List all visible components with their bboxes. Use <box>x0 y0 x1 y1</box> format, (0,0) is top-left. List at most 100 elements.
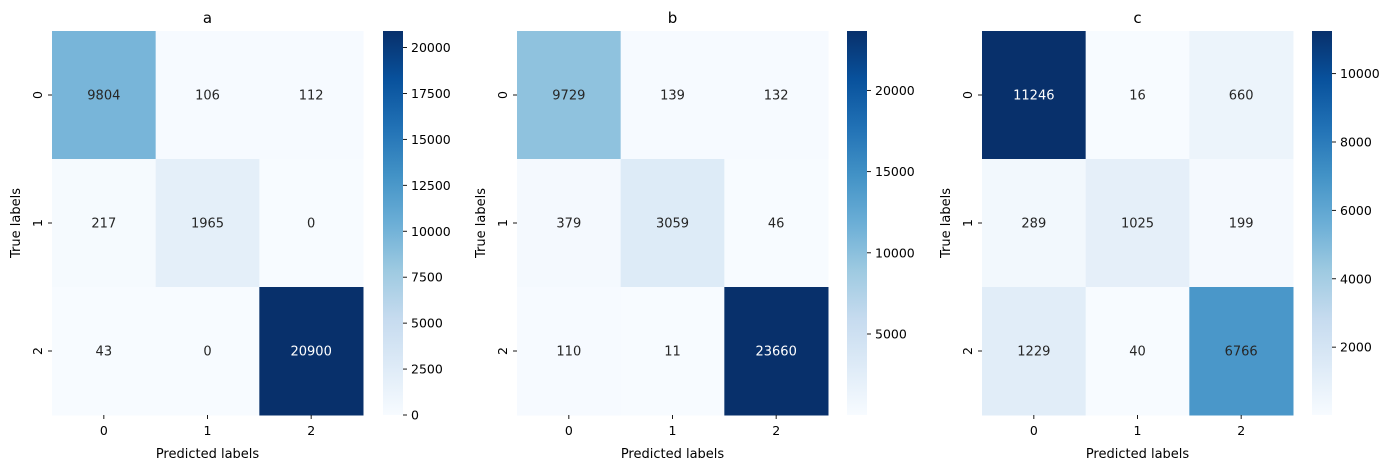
y-tick-label: 1 <box>960 219 975 227</box>
colorbar-tick-label: 2500 <box>411 362 443 377</box>
y-tick-label: 0 <box>495 91 510 99</box>
x-axis-label: Predicted labels <box>156 447 260 462</box>
heatmap-cell <box>52 31 157 160</box>
heatmap-cell <box>724 287 829 416</box>
cell-value-label: 46 <box>768 217 785 232</box>
y-tick-label: 1 <box>495 219 510 227</box>
heatmap-cell <box>259 31 364 160</box>
cell-value-label: 11 <box>664 345 681 360</box>
colorbar-tick-label: 15000 <box>875 164 915 179</box>
cell-value-label: 1229 <box>1017 345 1050 360</box>
cell-value-label: 199 <box>1229 217 1254 232</box>
cell-value-label: 11246 <box>1013 89 1054 104</box>
colorbar-tick-label: 5000 <box>875 326 907 341</box>
y-tick-label: 0 <box>30 91 45 99</box>
cell-value-label: 0 <box>203 345 211 360</box>
colorbar-tick-label: 8000 <box>1340 134 1372 149</box>
cell-value-label: 217 <box>91 217 116 232</box>
heatmap-cell <box>517 159 622 288</box>
heatmap-cell <box>52 159 157 288</box>
colorbar-tick-label: 20000 <box>875 83 915 98</box>
heatmap-cell <box>517 287 622 416</box>
cell-value-label: 289 <box>1021 217 1046 232</box>
heatmap-cell <box>155 31 260 160</box>
colorbar-tick-label: 10000 <box>875 245 915 260</box>
colorbar-tick-label: 0 <box>411 408 419 423</box>
heatmap-cell <box>620 159 725 288</box>
y-tick-label: 2 <box>30 347 45 355</box>
cell-value-label: 0 <box>307 217 315 232</box>
x-tick-label: 1 <box>204 423 212 438</box>
cell-value-label: 9804 <box>87 89 120 104</box>
y-axis-label: True labels <box>939 188 954 259</box>
colorbar <box>847 31 867 415</box>
x-tick-label: 2 <box>307 423 315 438</box>
cell-value-label: 3059 <box>656 217 689 232</box>
y-axis-label: True labels <box>474 188 489 259</box>
cell-value-label: 132 <box>764 89 789 104</box>
cell-value-label: 139 <box>660 89 685 104</box>
cell-value-label: 112 <box>299 89 324 104</box>
y-tick-label: 1 <box>30 219 45 227</box>
x-tick-label: 0 <box>1030 423 1038 438</box>
colorbar-tick-label: 2000 <box>1340 340 1372 355</box>
cell-value-label: 40 <box>1129 345 1146 360</box>
x-tick-label: 2 <box>772 423 780 438</box>
heatmap-cell <box>982 31 1087 160</box>
cell-value-label: 16 <box>1129 89 1146 104</box>
cell-value-label: 1965 <box>191 217 224 232</box>
chart-title: b <box>668 9 678 27</box>
chart-title: c <box>1133 9 1141 27</box>
y-axis-label: True labels <box>9 188 24 259</box>
cell-value-label: 379 <box>556 217 581 232</box>
cell-value-label: 6766 <box>1225 345 1258 360</box>
cell-value-label: 110 <box>556 345 581 360</box>
heatmap-cell <box>1189 31 1294 160</box>
colorbar-tick-label: 7500 <box>411 270 443 285</box>
heatmap-cell <box>1189 159 1294 288</box>
cell-value-label: 1025 <box>1121 217 1154 232</box>
cell-value-label: 9729 <box>552 89 585 104</box>
heatmap-cell <box>724 31 829 160</box>
colorbar-tick-label: 17500 <box>411 86 451 101</box>
x-tick-label: 1 <box>1134 423 1142 438</box>
colorbar-tick-label: 10000 <box>411 224 451 239</box>
colorbar <box>1312 31 1332 415</box>
x-axis-label: Predicted labels <box>621 447 725 462</box>
colorbar-tick-label: 12500 <box>411 178 451 193</box>
heatmap-cell <box>982 287 1087 416</box>
x-axis-label: Predicted labels <box>1086 447 1190 462</box>
y-tick-label: 2 <box>495 347 510 355</box>
heatmap-cell <box>1085 159 1190 288</box>
colorbar-tick-label: 15000 <box>411 132 451 147</box>
x-tick-label: 1 <box>669 423 677 438</box>
heatmap-cell <box>1085 31 1190 160</box>
cell-value-label: 660 <box>1229 89 1254 104</box>
x-tick-label: 2 <box>1237 423 1245 438</box>
heatmap-cell <box>517 31 622 160</box>
colorbar-tick-label: 4000 <box>1340 271 1372 286</box>
colorbar-tick-label: 10000 <box>1340 66 1380 81</box>
heatmap-cell <box>724 159 829 288</box>
heatmap-cell <box>620 287 725 416</box>
cell-value-label: 20900 <box>290 345 331 360</box>
heatmap-cell <box>155 287 260 416</box>
cell-value-label: 23660 <box>755 345 796 360</box>
colorbar-tick-label: 6000 <box>1340 203 1372 218</box>
colorbar-tick-label: 5000 <box>411 316 443 331</box>
heatmap-cell <box>155 159 260 288</box>
chart-title: a <box>203 9 212 27</box>
heatmap-cell <box>982 159 1087 288</box>
colorbar-tick-label: 20000 <box>411 40 451 55</box>
heatmap-cell <box>1085 287 1190 416</box>
heatmap-cell <box>620 31 725 160</box>
x-tick-label: 0 <box>100 423 108 438</box>
heatmap-cell <box>259 159 364 288</box>
cell-value-label: 43 <box>96 345 113 360</box>
y-tick-label: 2 <box>960 347 975 355</box>
cell-value-label: 106 <box>195 89 220 104</box>
heatmap-cell <box>52 287 157 416</box>
x-tick-label: 0 <box>565 423 573 438</box>
heatmap-cell <box>259 287 364 416</box>
